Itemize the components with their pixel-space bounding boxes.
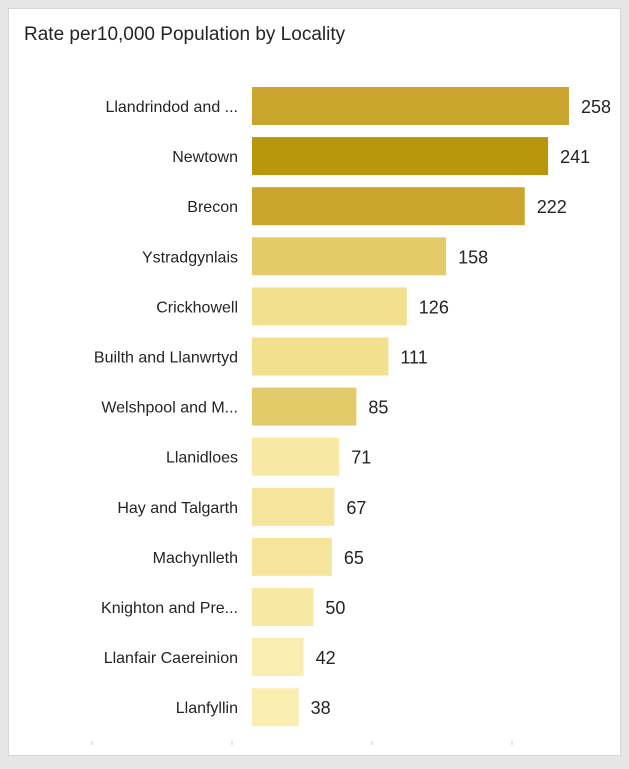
category-label: Machynlleth [153, 550, 238, 567]
data-label: 38 [311, 698, 331, 718]
data-label: 158 [458, 247, 488, 267]
bar[interactable] [252, 137, 549, 176]
category-label: Builth and Llanwrtyd [94, 350, 238, 367]
category-label: Llanfair Caereinion [104, 650, 238, 667]
bar[interactable] [252, 87, 569, 125]
bar[interactable] [252, 337, 389, 376]
bar[interactable] [252, 688, 299, 727]
data-label: 241 [560, 147, 590, 167]
data-label: 71 [351, 448, 371, 468]
chart-visual [8, 8, 621, 756]
bar[interactable] [252, 487, 335, 526]
category-label: Welshpool and M... [101, 400, 238, 417]
data-label: 258 [581, 97, 611, 117]
bar[interactable] [252, 537, 332, 576]
bar[interactable] [252, 237, 447, 276]
bar[interactable] [252, 588, 314, 626]
category-label: Llanfyllin [176, 700, 238, 717]
category-label: Crickhowell [156, 299, 238, 316]
data-label: 65 [344, 548, 364, 568]
data-label: 111 [400, 348, 427, 368]
category-label: Newtown [172, 149, 238, 166]
bar[interactable] [252, 187, 525, 226]
category-label: Llanidloes [166, 450, 238, 467]
category-label: Ystradgynlais [142, 249, 238, 266]
bar[interactable] [252, 437, 340, 476]
category-label: Llandrindod and ... [105, 99, 238, 116]
data-label: 50 [325, 598, 345, 618]
category-label: Brecon [187, 199, 238, 216]
data-label: 67 [346, 498, 366, 518]
category-label: Knighton and Pre... [101, 600, 238, 617]
category-label: Hay and Talgarth [117, 500, 238, 517]
bar[interactable] [252, 387, 357, 426]
data-label: 42 [316, 648, 336, 668]
chart-title: Rate per10,000 Population by Locality [24, 24, 346, 45]
data-label: 85 [368, 398, 388, 418]
bar[interactable] [252, 287, 407, 326]
data-label: 222 [537, 197, 567, 217]
data-label: 126 [419, 297, 449, 317]
bar[interactable] [252, 638, 304, 677]
